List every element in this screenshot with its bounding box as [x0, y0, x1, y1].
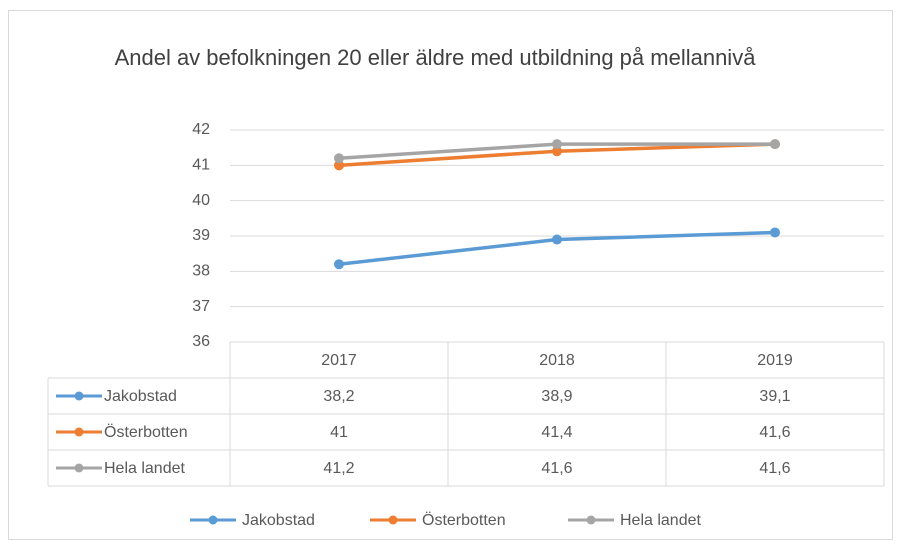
- table-cell: 41,6: [759, 424, 790, 441]
- y-tick-label: 42: [192, 121, 210, 138]
- legend-marker: [388, 515, 398, 525]
- table-legend-marker: [74, 391, 84, 401]
- x-tick-label: 2017: [321, 352, 357, 369]
- legend-label: Jakobstad: [242, 512, 315, 529]
- table-cell: 39,1: [759, 388, 790, 405]
- table-cell: 41,6: [759, 460, 790, 477]
- legend-marker: [586, 515, 596, 525]
- data-point: [334, 153, 344, 164]
- legend-marker: [208, 515, 218, 525]
- table-row-label: Hela landet: [104, 460, 186, 477]
- x-tick-label: 2018: [539, 352, 575, 369]
- data-point: [552, 234, 562, 245]
- table-cell: 41,4: [541, 424, 572, 441]
- table-legend-marker: [74, 463, 84, 473]
- y-tick-label: 39: [192, 227, 210, 244]
- data-point: [770, 139, 780, 150]
- table-cell: 38,9: [541, 388, 572, 405]
- table-row-label: Österbotten: [104, 423, 188, 441]
- legend-label: Hela landet: [620, 512, 702, 529]
- table-legend-marker: [74, 427, 84, 437]
- chart-title: Andel av befolkningen 20 eller äldre med…: [114, 45, 756, 70]
- y-tick-label: 38: [192, 263, 210, 280]
- chart-border: [8, 10, 893, 540]
- table-cell: 41,2: [323, 460, 354, 477]
- legend-label: Österbotten: [422, 511, 506, 529]
- y-tick-label: 36: [192, 333, 210, 350]
- y-tick-label: 41: [192, 157, 210, 174]
- table-row-label: Jakobstad: [104, 388, 177, 405]
- data-point: [334, 259, 344, 270]
- data-point: [334, 160, 344, 171]
- table-cell: 41: [330, 424, 348, 441]
- data-point: [552, 146, 562, 157]
- data-point: [552, 139, 562, 150]
- table-cell: 41,6: [541, 460, 572, 477]
- table-cell: 38,2: [323, 388, 354, 405]
- x-tick-label: 2019: [757, 352, 793, 369]
- data-point: [770, 227, 780, 238]
- y-tick-label: 37: [192, 298, 210, 315]
- y-tick-label: 40: [192, 192, 210, 209]
